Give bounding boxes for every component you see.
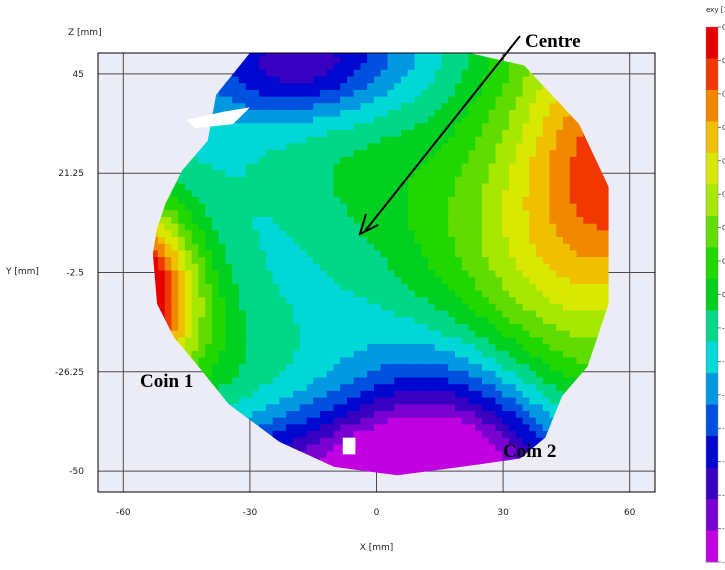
- colorbar-swatch: [706, 152, 718, 185]
- centre-arrow-head: [358, 213, 379, 236]
- colorbar-swatch: [706, 184, 718, 217]
- colorbar-swatch: [706, 341, 718, 374]
- colorbar-swatch: [706, 58, 718, 91]
- colorbar-label: 0.0166875: [722, 224, 725, 232]
- annotation-coin-2: Coin 2: [503, 441, 556, 462]
- colorbar-label: -0.000468: [722, 324, 725, 332]
- colorbar-label: -0.034781: [722, 525, 725, 533]
- colorbar-label: -0.011906: [722, 391, 725, 399]
- x-tick-label: 60: [624, 508, 636, 518]
- colorbar-label: -0.0405: [722, 559, 725, 567]
- colorbar-swatch: [706, 530, 718, 563]
- annotation-centre: Centre: [525, 31, 581, 52]
- colorbar-swatch: [706, 215, 718, 248]
- x-axis-label: X [mm]: [360, 543, 394, 553]
- colorbar-label: 0.00525: [722, 291, 725, 299]
- colorbar-swatch: [706, 404, 718, 437]
- plot-border: [97, 52, 656, 493]
- colorbar-label: 0.028125: [722, 157, 725, 165]
- colorbar-label: -0.029062: [722, 492, 725, 500]
- x-tick-label: -60: [116, 508, 131, 518]
- colorbar-label: 0.051: [722, 24, 725, 32]
- colorbar-title: exy [1] - eng: [706, 6, 725, 14]
- colorbar-label: 0.0395625: [722, 90, 725, 98]
- colorbar-swatch: [706, 89, 718, 122]
- y-tick-label: -50: [69, 467, 84, 477]
- colorbar-swatch: [706, 247, 718, 280]
- centre-arrow-shaft: [364, 35, 521, 232]
- colorbar-swatch: [706, 121, 718, 154]
- colorbar-label: 0.0224063: [722, 191, 725, 199]
- colorbar-label: 0.0109687: [722, 258, 725, 266]
- colorbar-label: -0.023343: [722, 458, 725, 466]
- colorbar-swatch: [706, 467, 718, 500]
- y-tick-label: 45: [73, 70, 84, 80]
- y-tick-label: -26.25: [55, 368, 84, 378]
- annotation-coin-1: Coin 1: [140, 371, 193, 392]
- colorbar-swatch: [706, 436, 718, 469]
- colorbar-swatch: [706, 310, 718, 343]
- x-tick-label: 0: [374, 508, 380, 518]
- y-axis-label: Y [mm]: [5, 267, 39, 277]
- colorbar-swatch: [706, 278, 718, 311]
- y-tick-label: -2.5: [66, 269, 84, 279]
- x-tick-label: -30: [243, 508, 258, 518]
- x-tick-label: 30: [497, 508, 509, 518]
- z-axis-label: Z [mm]: [68, 28, 102, 38]
- y-tick-label: 21.25: [58, 169, 84, 179]
- colorbar-label: 0.0338437: [722, 124, 725, 132]
- colorbar-label: -0.006187: [722, 358, 725, 366]
- colorbar-label: 0.0452812: [722, 57, 725, 65]
- missing-data-patch: [186, 107, 250, 129]
- colorbar-swatch: [706, 499, 718, 532]
- missing-data-patch: [342, 437, 356, 455]
- colorbar-label: -0.017625: [722, 425, 725, 433]
- colorbar-swatch: [706, 373, 718, 406]
- colorbar-swatch: [706, 27, 718, 59]
